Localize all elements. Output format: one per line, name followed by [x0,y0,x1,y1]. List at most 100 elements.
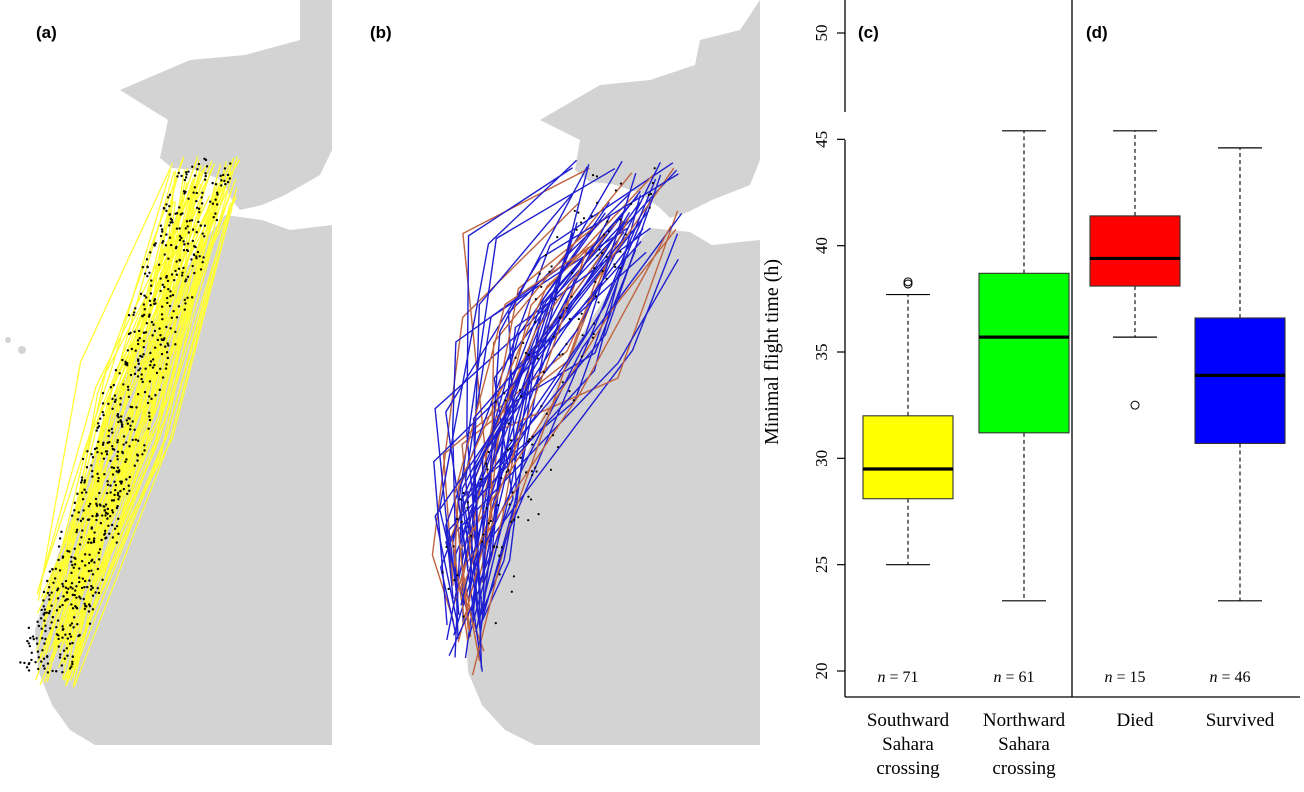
track-point [133,366,137,369]
track-point [40,660,43,663]
track-point [111,511,115,514]
track-line-died [450,233,607,640]
track-point [90,541,93,544]
track-point [91,608,95,611]
track-point [70,581,74,585]
track-point [83,579,87,583]
track-point [168,304,172,308]
track-point [70,622,74,625]
track-point [201,260,204,264]
track-point [70,571,73,575]
track-point [122,487,126,491]
track-point [597,301,600,304]
track-point [195,230,198,234]
n-count-label: n = 15 [1104,669,1145,686]
track-line [36,168,205,595]
track-point [55,625,58,629]
track-point [619,250,622,253]
track-point [91,573,95,576]
track-point [71,563,74,567]
track-line-survived [445,258,679,617]
track-point [66,637,70,640]
track-point [165,296,169,300]
track-point [187,170,190,173]
track-point [148,411,151,415]
track-point [180,274,184,277]
track-point [71,587,74,590]
track-point [137,362,140,365]
track-point [146,275,149,278]
track-point [71,662,74,666]
track-point [46,671,50,674]
track-point [159,334,162,337]
category-label: Northward [983,710,1066,731]
track-point [76,623,79,626]
track-point [97,440,100,444]
track-line-survived [434,232,574,621]
track-point [118,372,121,375]
track-point [101,410,104,414]
track-point [126,385,130,389]
track-point [542,371,545,374]
track-point [116,439,119,442]
track-point [46,662,50,665]
track-point [26,639,29,643]
track-point [139,354,142,358]
track-point [87,561,91,565]
track-point [65,598,68,601]
track-point [61,625,64,628]
track-point [549,468,553,471]
track-point [97,558,101,561]
track-point [178,238,182,242]
track-line-survived [480,210,650,624]
track-point [149,292,153,295]
track-point [184,278,188,281]
track-point [108,532,111,535]
track-point [32,637,35,641]
track-point [226,180,230,184]
track-point [537,513,540,516]
track-point [111,473,115,476]
track-point [42,664,45,668]
track-point [83,553,87,556]
track-point [494,622,497,625]
track-point [168,193,172,197]
track-point [168,204,171,208]
track-point [99,504,102,507]
track-point [133,464,137,467]
track-point [598,248,601,251]
track-point [76,492,79,495]
track-point [540,405,543,408]
track-point [167,257,170,260]
track-point [168,224,171,227]
track-point [71,660,74,663]
track-point [97,476,100,480]
track-point [36,620,39,623]
track-point [174,330,177,334]
track-point [37,667,40,671]
track-point [530,470,534,473]
track-point [485,465,488,468]
outlier-point [903,279,913,289]
track-point [90,464,93,467]
track-point [37,656,41,659]
track-point [187,231,190,234]
track-point [96,586,100,590]
track-point [203,224,207,227]
track-point [80,478,84,482]
track-point [148,271,151,274]
track-point [136,375,140,378]
box-iqr [1089,215,1181,287]
track-point [185,248,189,252]
track-point [535,470,538,473]
track-point [112,499,116,502]
track-point [154,242,157,245]
track-point [579,221,583,224]
track-point [466,501,470,504]
track-point [55,609,59,612]
track-point [88,622,92,625]
track-point [163,253,166,256]
panel-label-a: (a) [36,23,57,42]
track-point [195,206,199,210]
track-point [466,506,469,509]
